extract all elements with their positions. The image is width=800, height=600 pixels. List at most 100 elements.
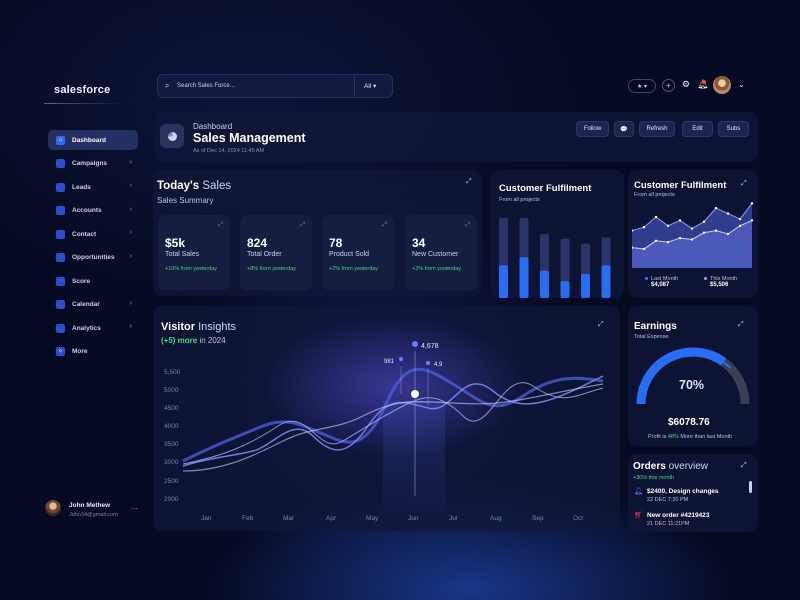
area-point[interactable]	[632, 229, 634, 232]
data-point-highlight[interactable]	[411, 390, 419, 398]
order-item-title[interactable]: $2400, Design changes	[647, 488, 719, 495]
area-point[interactable]	[654, 215, 658, 219]
bar-value[interactable]	[601, 265, 611, 298]
x-tick: Feb	[242, 515, 254, 522]
gauge-fill	[636, 347, 727, 405]
area-point[interactable]	[714, 229, 718, 232]
sidebar-item-opportunities[interactable]: Opportunities ›	[48, 248, 138, 268]
stat-change: +8% from yesterday	[247, 266, 297, 272]
stat-label: Total Sales	[165, 251, 200, 258]
todays-sales-subtitle: Sales Summary	[157, 196, 214, 205]
sidebar-item-contact[interactable]: Contact ›	[48, 224, 138, 244]
area-point[interactable]	[714, 206, 718, 210]
bell-icon[interactable]: 🔔︎	[697, 79, 709, 89]
refresh-button[interactable]: Refresh	[639, 121, 675, 137]
sidebar-item-accounts[interactable]: Accounts ›	[48, 201, 138, 221]
avatar	[45, 500, 61, 516]
expand-icon[interactable]: ⤢	[466, 178, 472, 185]
expand-icon[interactable]: ⤢	[741, 180, 747, 187]
area-point[interactable]	[666, 240, 670, 244]
stat-value: 34	[412, 236, 426, 250]
sidebar-item-leads[interactable]: Leads ›	[48, 177, 138, 197]
search-filter-select[interactable]: All ▾	[355, 82, 392, 90]
area-point[interactable]	[690, 227, 694, 230]
order-item-title[interactable]: New order #4219423	[647, 512, 710, 519]
search-input[interactable]: Search Sales Force...	[177, 83, 235, 89]
area-point[interactable]	[654, 239, 658, 242]
bookmark-button[interactable]: ★ ▾	[628, 79, 656, 93]
area-point[interactable]	[750, 219, 754, 222]
area-point[interactable]	[678, 236, 682, 240]
x-tick: Aug	[490, 515, 502, 522]
area-point[interactable]	[678, 219, 682, 222]
card-title: Customer Fulfilment	[499, 183, 592, 194]
follow-button[interactable]: Follow	[576, 121, 609, 137]
stat-change: +10% from yesterday	[165, 266, 218, 272]
chevron-right-icon: ›	[129, 299, 132, 307]
user-name: John Methew	[69, 502, 111, 509]
more-options-icon[interactable]: ...	[131, 502, 138, 511]
avatar[interactable]	[713, 76, 731, 94]
sidebar-item-more[interactable]: ⁘ More	[48, 342, 138, 362]
edit-button[interactable]: Edit	[682, 121, 713, 137]
expand-icon[interactable]: ⤢	[741, 462, 747, 469]
user-email: John34@gmail.com	[69, 512, 118, 518]
area-point[interactable]	[702, 220, 706, 223]
x-tick: Jan	[201, 515, 212, 522]
user-profile[interactable]: John Methew John34@gmail.com ...	[45, 500, 140, 522]
comment-button[interactable]: 💬	[614, 121, 634, 137]
area-point[interactable]	[666, 224, 670, 228]
area-point[interactable]	[726, 212, 730, 215]
highlight-column	[383, 401, 445, 511]
legend-last-month: Last Month $4,087	[651, 276, 678, 288]
score-icon	[56, 276, 65, 286]
bar-value[interactable]	[499, 265, 508, 298]
area-point[interactable]	[738, 224, 742, 228]
grid-icon: ⁘	[56, 347, 65, 356]
y-tick: 4000	[164, 423, 179, 430]
area-point[interactable]	[690, 238, 694, 241]
notification-dot	[702, 80, 706, 84]
scrollbar[interactable]	[749, 481, 752, 493]
expand-icon[interactable]: ⤢	[300, 222, 305, 228]
bar-value[interactable]	[540, 270, 549, 298]
legend-this-month: This Month $5,506	[710, 276, 737, 288]
stat-total-order: 824 Total Order +8% from yesterday ⤢	[240, 215, 312, 290]
bar-value[interactable]	[581, 274, 590, 298]
area-point[interactable]	[642, 247, 646, 251]
sidebar-item-analytics[interactable]: Analytics ›	[48, 318, 138, 338]
chevron-down-icon[interactable]: ⌄	[738, 80, 745, 89]
app-logo[interactable]: salesforce	[54, 84, 111, 96]
page-header	[155, 112, 758, 162]
contact-icon	[56, 229, 65, 239]
tooltip-main: 4,678	[421, 343, 439, 350]
bar-value[interactable]	[560, 281, 570, 298]
sidebar-item-label: Campaigns	[72, 160, 108, 167]
y-tick: 2000	[164, 496, 179, 503]
legend-dot-last-month	[645, 277, 648, 280]
expand-icon[interactable]: ⤢	[465, 222, 470, 228]
bar-value[interactable]	[519, 257, 529, 298]
stat-label: Product Sold	[329, 251, 370, 258]
expand-icon[interactable]: ⤢	[598, 321, 604, 328]
sidebar-item-dashboard[interactable]: ⌂ Dashboard	[48, 130, 138, 150]
area-point[interactable]	[702, 231, 706, 234]
gear-icon[interactable]: ⚙	[682, 79, 691, 89]
area-point[interactable]	[642, 226, 646, 229]
sidebar-item-score[interactable]: Score	[48, 271, 138, 291]
area-point[interactable]	[750, 202, 754, 205]
add-button[interactable]: +	[662, 79, 675, 92]
expand-icon[interactable]: ⤢	[218, 222, 223, 228]
area-point[interactable]	[726, 232, 730, 236]
sidebar-item-campaigns[interactable]: Campaigns ›	[48, 154, 138, 174]
series-line-1	[182, 367, 604, 463]
sidebar-item-label: More	[72, 348, 88, 355]
subs-button[interactable]: Subs	[718, 121, 749, 137]
chevron-down-icon: ▾	[373, 83, 377, 90]
expand-icon[interactable]: ⤢	[738, 321, 744, 328]
area-point[interactable]	[632, 246, 634, 249]
chevron-right-icon: ›	[129, 323, 132, 330]
area-point[interactable]	[738, 217, 742, 221]
sidebar-item-calendar[interactable]: Calendar ›	[48, 295, 138, 315]
expand-icon[interactable]: ⤢	[382, 222, 387, 228]
